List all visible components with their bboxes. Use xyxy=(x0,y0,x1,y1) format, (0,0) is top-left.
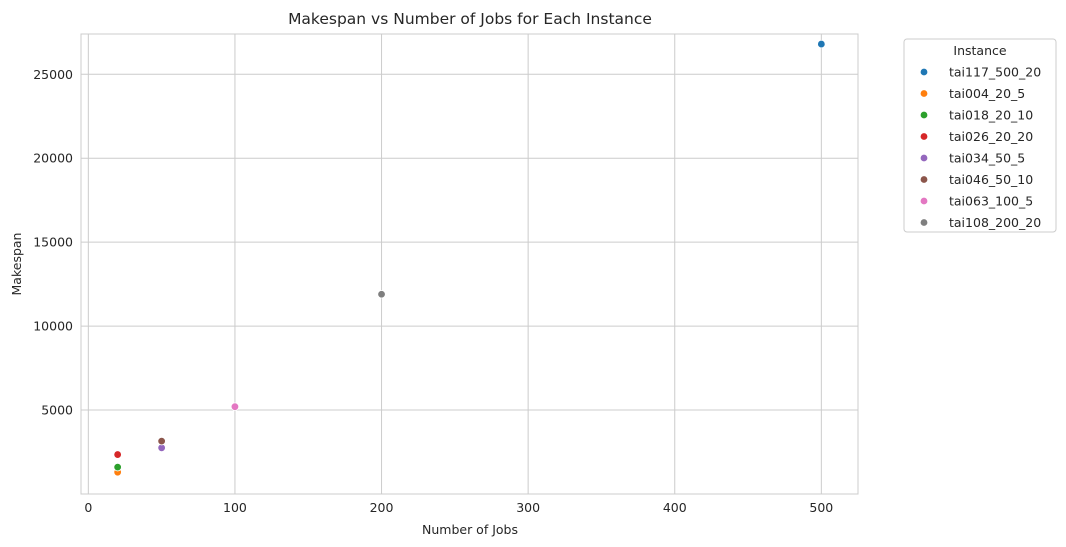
y-tick-label: 10000 xyxy=(33,319,73,334)
y-tick-label: 25000 xyxy=(33,67,73,82)
x-axis-label: Number of Jobs xyxy=(422,522,518,537)
data-point xyxy=(817,39,826,49)
y-axis-ticks: 5000 10000 15000 20000 25000 xyxy=(33,67,73,418)
x-tick-label: 200 xyxy=(370,500,394,515)
legend-entry: tai004_20_5 xyxy=(949,86,1025,101)
data-point xyxy=(113,450,122,459)
y-tick-label: 20000 xyxy=(33,151,73,166)
legend-entry: tai117_500_20 xyxy=(949,65,1041,80)
legend-marker xyxy=(919,196,929,206)
legend-marker xyxy=(919,132,929,141)
data-point xyxy=(377,290,386,299)
legend-entry: tai034_50_5 xyxy=(949,151,1025,166)
data-point xyxy=(230,402,240,411)
y-axis-label: Makespan xyxy=(9,233,24,296)
x-tick-label: 500 xyxy=(809,500,833,515)
legend-marker xyxy=(919,89,929,98)
legend-entry: tai018_20_10 xyxy=(949,108,1033,123)
legend-items: tai117_500_20 tai004_20_5 tai018_20_10 tai0… xyxy=(919,65,1041,230)
x-tick-label: 300 xyxy=(516,500,540,515)
legend-title: Instance xyxy=(953,43,1006,58)
x-tick-label: 100 xyxy=(223,500,247,515)
chart-title: Makespan vs Number of Jobs for Each Inst… xyxy=(288,10,652,28)
legend-marker xyxy=(919,175,929,184)
y-tick-label: 15000 xyxy=(33,235,73,250)
y-tick-label: 5000 xyxy=(41,403,73,418)
plot-area xyxy=(80,33,859,495)
legend-entry: tai046_50_10 xyxy=(949,172,1033,187)
legend-entry: tai108_200_20 xyxy=(949,215,1041,230)
legend-marker xyxy=(919,110,929,120)
grid xyxy=(81,34,858,494)
legend: Instance tai117_500_20 tai004_20_5 tai018_… xyxy=(903,38,1057,233)
x-axis-ticks: 0 100 200 300 400 500 xyxy=(84,500,833,515)
legend-marker xyxy=(919,218,929,227)
data-point xyxy=(157,436,166,446)
legend-marker xyxy=(919,67,929,77)
legend-box xyxy=(903,38,1057,233)
data-point xyxy=(113,462,122,472)
x-tick-label: 400 xyxy=(663,500,687,515)
x-tick-label: 0 xyxy=(84,500,92,515)
data-points xyxy=(113,39,826,477)
legend-entry: tai063_100_5 xyxy=(949,194,1033,209)
legend-marker xyxy=(919,153,929,163)
legend-entry: tai026_20_20 xyxy=(949,129,1033,144)
